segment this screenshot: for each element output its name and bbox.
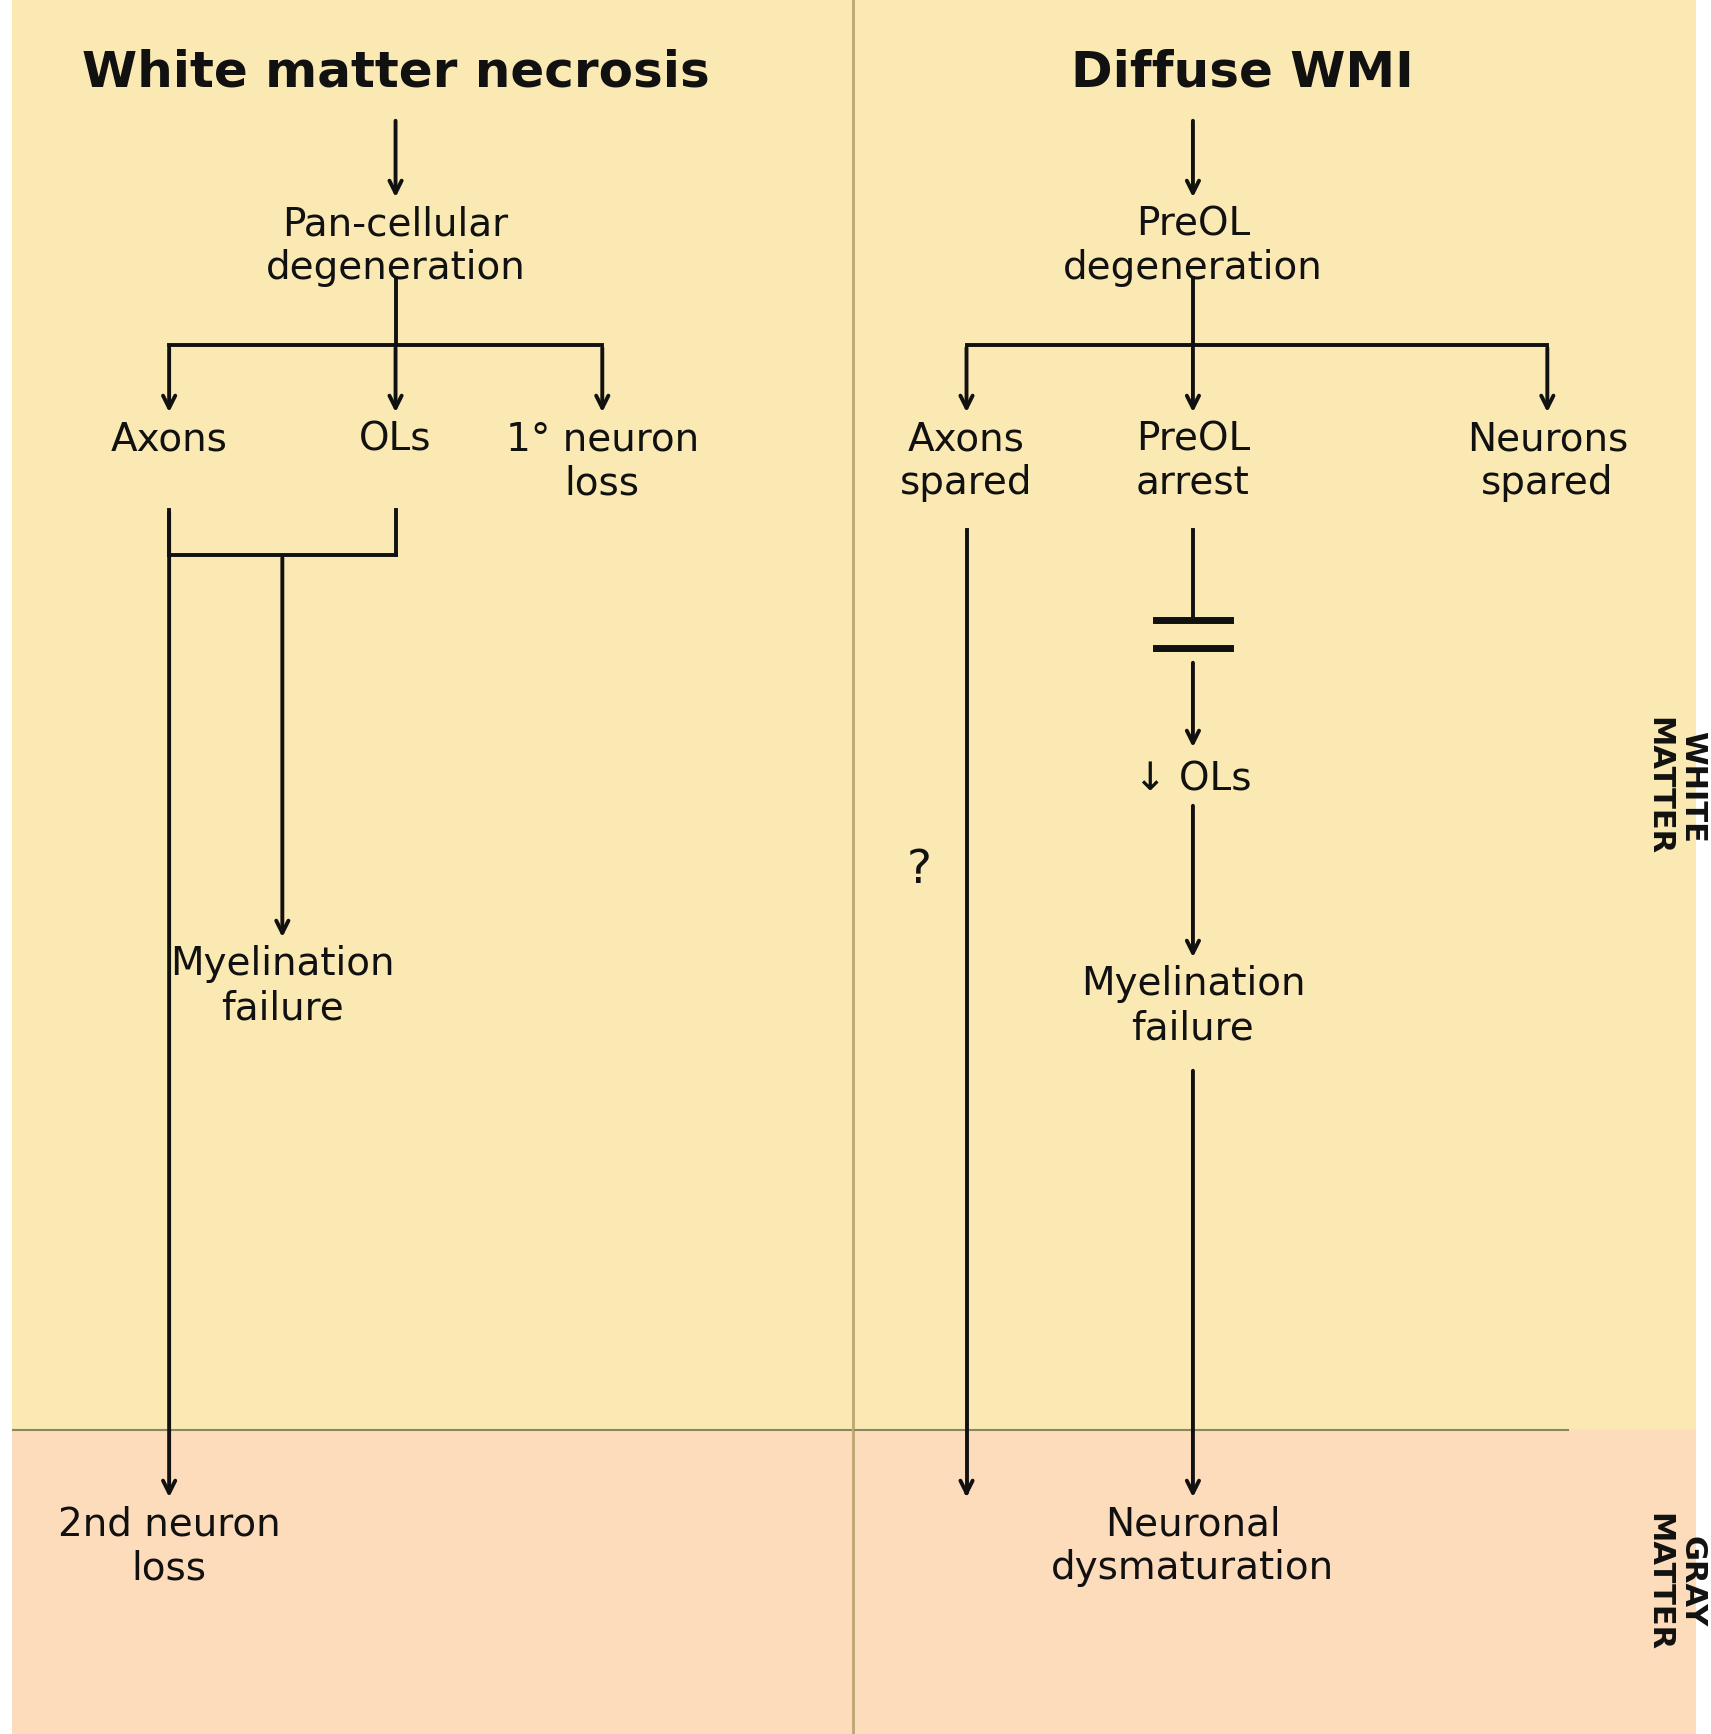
Text: PreOL
arrest: PreOL arrest <box>1136 420 1251 503</box>
Text: 2nd neuron
loss: 2nd neuron loss <box>58 1505 281 1587</box>
Text: PreOL
degeneration: PreOL degeneration <box>1063 205 1323 288</box>
Bar <box>12 0 854 1431</box>
Text: Diffuse WMI: Diffuse WMI <box>1071 49 1413 95</box>
Text: GRAY
MATTER: GRAY MATTER <box>1644 1514 1706 1651</box>
Text: Neuronal
dysmaturation: Neuronal dysmaturation <box>1051 1505 1335 1587</box>
Text: ?: ? <box>907 848 932 893</box>
Text: 1° neuron
loss: 1° neuron loss <box>506 420 698 503</box>
Text: Neurons
spared: Neurons spared <box>1466 420 1627 503</box>
Bar <box>854 1431 1696 1734</box>
Text: Axons: Axons <box>111 420 228 458</box>
Text: Myelination
failure: Myelination failure <box>169 945 395 1027</box>
Bar <box>854 0 1696 1431</box>
Text: ↓ OLs: ↓ OLs <box>1134 759 1252 798</box>
Text: White matter necrosis: White matter necrosis <box>82 49 710 95</box>
Text: WHITE
MATTER: WHITE MATTER <box>1644 718 1706 855</box>
Bar <box>12 1431 854 1734</box>
Text: Pan-cellular
degeneration: Pan-cellular degeneration <box>265 205 525 288</box>
Text: Myelination
failure: Myelination failure <box>1081 966 1305 1047</box>
Text: OLs: OLs <box>359 420 431 458</box>
Text: Axons
spared: Axons spared <box>900 420 1033 503</box>
